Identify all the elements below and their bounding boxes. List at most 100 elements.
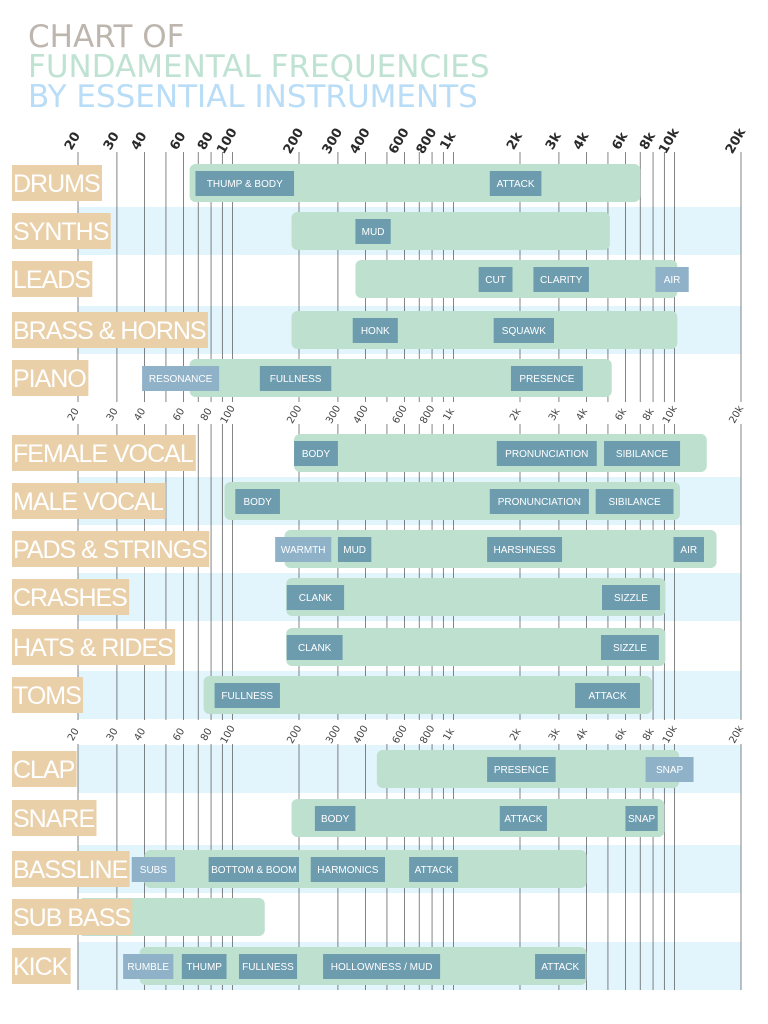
zone-label: FULLNESS [270, 374, 322, 385]
zone-label: PRONUNCIATION [505, 449, 588, 460]
tick-label: 400 [347, 126, 374, 157]
instrument-row: CLANK SIZZLE HATS & RIDES [12, 628, 666, 666]
tick-label: 100 [219, 404, 238, 426]
zone-label: SNAP [628, 814, 656, 825]
tick-label: 8k [641, 727, 657, 743]
tick-label: 20 [66, 406, 82, 423]
zone-label: RUMBLE [127, 962, 169, 973]
zone-label: AIR [664, 275, 681, 286]
tick-label: 60 [171, 406, 187, 423]
tick-label: 300 [320, 126, 347, 157]
zone-label: ATTACK [541, 962, 579, 973]
title-line-1: CHART OF [28, 19, 185, 55]
zone-label: PRESENCE [519, 374, 574, 385]
zone-box [645, 757, 694, 782]
zone-box [499, 806, 548, 831]
instrument-label: CRASHES [13, 584, 127, 612]
instrument-row: BODY ATTACK SNAP SNARE [12, 799, 665, 837]
zone-box [235, 489, 280, 514]
tick-label: 2k [504, 130, 526, 153]
zone-box [487, 757, 556, 782]
instrument-label: SNARE [13, 805, 94, 833]
tick-label: 3k [547, 727, 563, 743]
zone-box [337, 537, 372, 562]
zone-box [655, 267, 689, 292]
tick-label: 4k [575, 407, 591, 423]
zone-label: MUD [343, 545, 366, 556]
zone-label: PRONUNCIATION [498, 497, 581, 508]
zone-box [489, 489, 589, 514]
tick-label: 1k [438, 130, 460, 153]
zone-label: SUBS [140, 865, 168, 876]
tick-label: 40 [128, 130, 150, 153]
instrument-label: SYNTHS [13, 218, 109, 246]
zone-label: WARMTH [281, 545, 326, 556]
zone-box [489, 171, 542, 196]
tick-label: 800 [418, 404, 437, 426]
instrument-tag [12, 851, 130, 887]
zone-label: RESONANCE [149, 374, 213, 385]
instrument-row: HONK SQUAWK BRASS & HORNS [12, 311, 678, 349]
tick-label: 20k [727, 404, 746, 426]
zone-box [602, 585, 660, 610]
frequency-range-bar [203, 676, 652, 714]
zone-label: AIR [680, 545, 697, 556]
instrument-label: TOMS [13, 682, 81, 710]
tick-label: 3k [547, 407, 563, 423]
tick-label: 4k [575, 727, 591, 743]
instrument-tag [12, 677, 84, 713]
instrument-row: RUMBLE THUMP FULLNESS HOLLOWNESS / MUD ATTAC… [12, 947, 587, 985]
zone-label: CLANK [299, 593, 333, 604]
zone-box [131, 857, 176, 882]
instrument-tag [12, 751, 77, 787]
tick-label: 40 [132, 406, 148, 423]
title-line-2: FUNDAMENTAL FREQUENCIES [28, 49, 490, 85]
zone-label: CLARITY [540, 275, 583, 286]
tick-label: 60 [167, 130, 189, 153]
tick-label: 2k [508, 407, 524, 423]
zone-label: ATTACK [497, 179, 535, 190]
zone-box [123, 954, 174, 979]
instrument-tag [12, 579, 130, 615]
instrument-row: CUT CLARITY AIR LEADS [12, 260, 689, 298]
zone-box [478, 267, 513, 292]
instrument-tag [12, 800, 97, 836]
instrument-label: PADS & STRINGS [13, 536, 207, 564]
zone-label: SNAP [656, 765, 684, 776]
instrument-label: FEMALE VOCAL [13, 440, 194, 468]
zone-box [195, 171, 295, 196]
instrument-row: THUMP & BODY ATTACK DRUMS [12, 164, 641, 202]
frequency-range-bar [291, 311, 678, 349]
zone-box [181, 954, 227, 979]
zone-label: BODY [243, 497, 272, 508]
tick-label: 200 [285, 404, 304, 426]
instrument-tag [12, 531, 210, 567]
instrument-row: CLANK SIZZLE CRASHES [12, 578, 666, 616]
instrument-tag [12, 899, 133, 935]
zone-box [323, 954, 441, 979]
instrument-row: SUB BASS [12, 898, 265, 936]
zone-box [314, 806, 356, 831]
tick-label: 8k [641, 407, 657, 423]
zone-box [487, 537, 563, 562]
instrument-row: BODY PRONUNCIATION SIBILANCE FEMALE VOCAL [12, 434, 707, 472]
zone-box [595, 489, 674, 514]
tick-label: 10k [656, 126, 683, 157]
tick-label: 2k [508, 727, 524, 743]
zone-label: HARMONICS [317, 865, 378, 876]
tick-label: 4k [571, 130, 593, 153]
title-line-3: BY ESSENTIAL INSTRUMENTS [28, 79, 478, 115]
zone-box [409, 857, 459, 882]
instrument-tag [12, 948, 71, 984]
tick-label: 10k [661, 404, 680, 426]
tick-label: 80 [199, 726, 215, 743]
frequency-range-bar [355, 260, 678, 298]
zone-label: PRESENCE [494, 765, 549, 776]
tick-label: 6k [613, 727, 629, 743]
zone-label: ATTACK [589, 691, 627, 702]
tick-label: 200 [281, 126, 308, 157]
zone-box [352, 318, 398, 343]
tick-label: 20 [62, 130, 84, 153]
